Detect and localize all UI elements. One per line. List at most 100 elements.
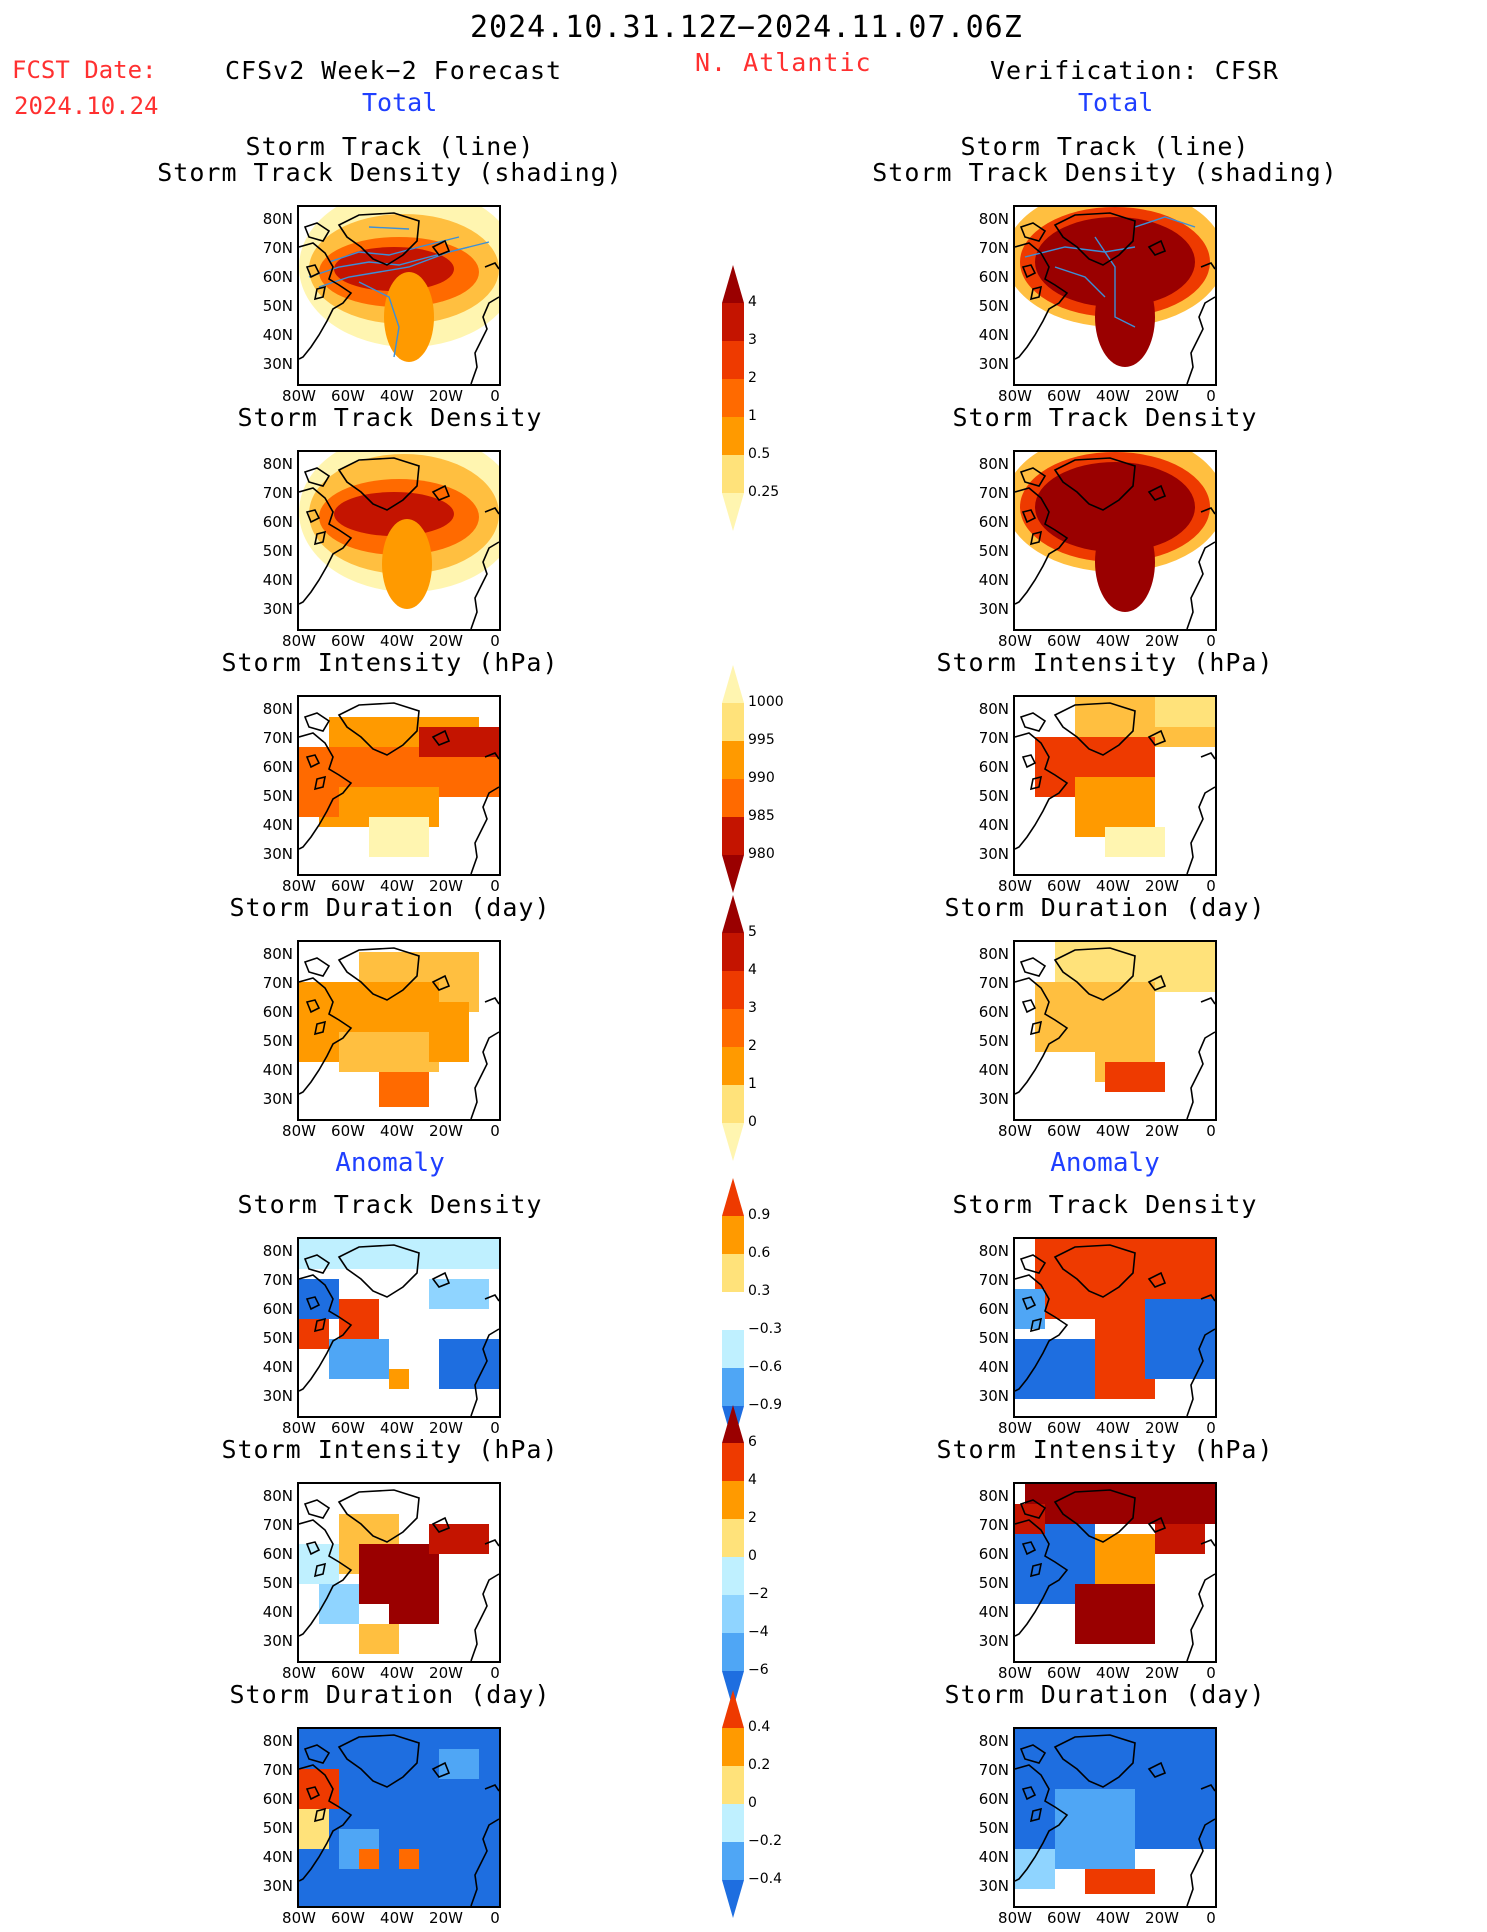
- lon-tick-label: 60W: [1047, 1909, 1081, 1927]
- shade-cell: [429, 1002, 469, 1062]
- coastline: [431, 1761, 451, 1778]
- coastline: [1200, 1294, 1215, 1302]
- forecast-map-3: [297, 695, 501, 876]
- lat-tick-label: 80N: [978, 700, 1009, 718]
- coastline: [1147, 239, 1167, 256]
- coastline: [299, 1764, 353, 1882]
- lat-tick-label: 30N: [262, 355, 293, 373]
- forecast-map-1: [297, 205, 501, 386]
- right-anom-density-title: Storm Track Density: [952, 1190, 1258, 1219]
- colorbar-swatches: [722, 265, 744, 531]
- coastline: [337, 702, 420, 756]
- colorbar-tick-label: 4: [748, 962, 757, 978]
- coastline: [337, 1734, 420, 1788]
- coastline: [1029, 285, 1043, 301]
- lon-tick-label: 40W: [380, 1122, 414, 1140]
- coastline: [299, 487, 353, 605]
- left-track-title-1: Storm Track (line): [245, 132, 535, 161]
- lon-tick-label: 20W: [429, 387, 463, 405]
- right-track-title-2: Storm Track Density (shading): [872, 158, 1338, 187]
- right-anom-duration-title: Storm Duration (day): [944, 1680, 1266, 1709]
- lon-tick-label: 80W: [998, 877, 1032, 895]
- density-contour: [1035, 217, 1195, 307]
- shade-cell: [1085, 1869, 1155, 1894]
- coastline: [1015, 242, 1069, 360]
- lat-tick-label: 70N: [262, 974, 293, 992]
- lon-tick-label: 20W: [429, 877, 463, 895]
- lat-tick-label: 30N: [262, 1632, 293, 1650]
- right-column-title: Verification: CFSR: [990, 56, 1279, 85]
- coastline: [1029, 1020, 1043, 1036]
- coastline: [470, 1328, 499, 1416]
- shade-cell: [329, 1339, 389, 1379]
- colorbar-tick-label: −6: [748, 1662, 769, 1678]
- coastline: [313, 1807, 327, 1823]
- coastline: [431, 1271, 451, 1288]
- colorbar-segment: [722, 1481, 744, 1519]
- shade-cell: [1015, 1339, 1095, 1399]
- colorbar-segment: [722, 703, 744, 741]
- lat-tick-label: 40N: [262, 1358, 293, 1376]
- verification-map-6: [1013, 1482, 1217, 1663]
- lat-tick-label: 60N: [262, 1003, 293, 1021]
- lat-tick-label: 60N: [978, 758, 1009, 776]
- lon-tick-label: 60W: [331, 632, 365, 650]
- lat-tick-label: 60N: [262, 268, 293, 286]
- lat-tick-label: 40N: [262, 816, 293, 834]
- shade-cell: [1075, 1584, 1155, 1644]
- lon-tick-label: 40W: [1096, 1419, 1130, 1437]
- coastline: [1147, 1271, 1167, 1288]
- lon-tick-label: 20W: [1145, 387, 1179, 405]
- lat-tick-label: 80N: [978, 945, 1009, 963]
- coastline: [305, 264, 321, 279]
- coastline: [337, 1244, 420, 1298]
- colorbar-segment: [722, 1330, 744, 1368]
- colorbar-tick-label: 2: [748, 370, 757, 386]
- lon-tick-label: 80W: [282, 1122, 316, 1140]
- storm-track-line: [358, 281, 400, 358]
- coastline: [431, 484, 451, 501]
- colorbar-segment: [722, 1254, 744, 1292]
- left-anom-duration-title: Storm Duration (day): [229, 1680, 551, 1709]
- coastline: [303, 1499, 331, 1519]
- coastline: [1029, 1562, 1043, 1578]
- lat-tick-label: 50N: [262, 1329, 293, 1347]
- colorbar-segment: [722, 971, 744, 1009]
- coastline: [1186, 1818, 1215, 1906]
- lon-tick-label: 60W: [331, 877, 365, 895]
- colorbar-density: 4 3 2 1 0.5 0.25: [722, 265, 779, 545]
- colorbar-tick-label: −2: [748, 1586, 769, 1602]
- storm-track-line: [328, 236, 460, 263]
- colorbar-tick-label: 1: [748, 408, 757, 424]
- coastline: [1200, 1539, 1215, 1547]
- shade-cell: [1105, 827, 1165, 857]
- colorbar-tick-label: −0.4: [748, 1871, 782, 1887]
- colorbar-segment: [722, 379, 744, 417]
- lat-tick-label: 60N: [978, 268, 1009, 286]
- coastline: [305, 1786, 321, 1801]
- map-canvas: [1015, 207, 1215, 384]
- lat-tick-label: 40N: [978, 1061, 1009, 1079]
- lon-tick-label: 60W: [331, 1909, 365, 1927]
- colorbar-tick-label: 0.25: [748, 484, 780, 500]
- coastline: [484, 262, 499, 270]
- coastline: [1186, 541, 1215, 629]
- coastline: [1015, 732, 1069, 850]
- colorbar-tick-label: 0.9: [748, 1207, 771, 1223]
- region-label: N. Atlantic: [695, 48, 872, 77]
- lon-tick-label: 40W: [380, 877, 414, 895]
- colorbar-segment: [722, 895, 744, 933]
- coastline: [299, 732, 353, 850]
- lon-tick-label: 80W: [998, 387, 1032, 405]
- lon-tick-label: 20W: [429, 1664, 463, 1682]
- coastline: [484, 997, 499, 1005]
- colorbar-tick-label: 1: [748, 1076, 757, 1092]
- lat-tick-label: 70N: [262, 729, 293, 747]
- colorbar-tick-label: 990: [748, 770, 775, 786]
- colorbar-segment: [722, 855, 744, 893]
- storm-track-line: [1054, 266, 1106, 298]
- lon-tick-label: 60W: [331, 1122, 365, 1140]
- coastline: [1019, 712, 1047, 732]
- coastline: [1147, 484, 1167, 501]
- lat-tick-label: 50N: [978, 1574, 1009, 1592]
